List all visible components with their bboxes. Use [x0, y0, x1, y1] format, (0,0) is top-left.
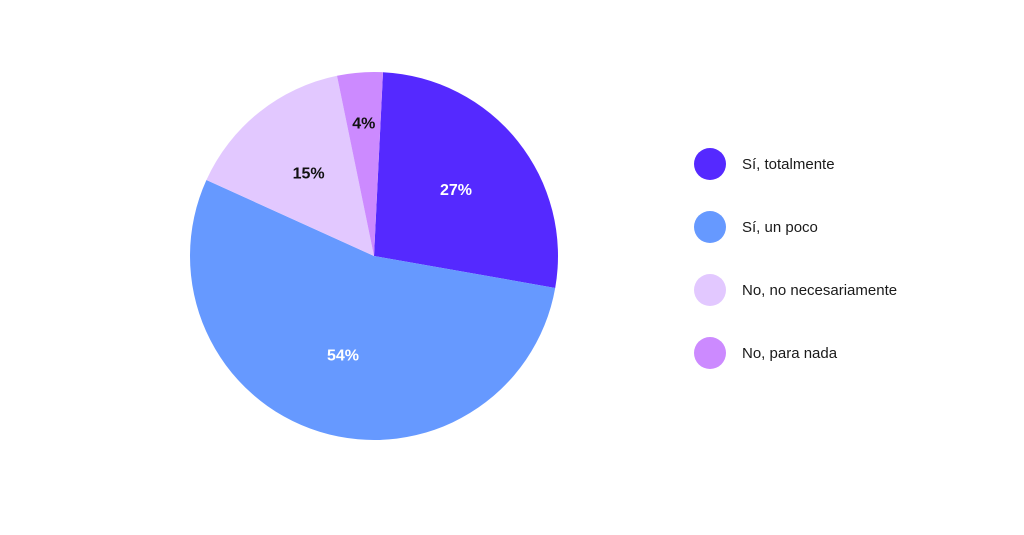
- legend-label-1: Sí, totalmente: [742, 155, 835, 173]
- legend-item-4: No, para nada: [694, 337, 994, 369]
- legend-swatch-1: [694, 148, 726, 180]
- legend-swatch-4: [694, 337, 726, 369]
- legend-item-2: Sí, un poco: [694, 211, 994, 243]
- pie-slice-labels: 27% 54% 15% 4%: [293, 115, 472, 364]
- legend-swatch-2: [694, 211, 726, 243]
- legend-item-1: Sí, totalmente: [694, 148, 994, 180]
- pie-slice-1: [374, 72, 558, 288]
- pie-slices: [189, 72, 558, 441]
- pie-slice-label-4: 4%: [352, 115, 375, 132]
- pie-slice-4: [337, 72, 383, 257]
- legend-item-3: No, no necesariamente: [694, 274, 994, 306]
- pie-slice-label-2: 54%: [327, 348, 359, 365]
- legend: Sí, totalmente Sí, un poco No, no necesari…: [694, 148, 994, 400]
- pie-slice-2: [189, 179, 556, 441]
- legend-label-2: Sí, un poco: [742, 218, 818, 236]
- pie-slice-label-1: 27%: [440, 182, 472, 199]
- legend-swatch-3: [694, 274, 726, 306]
- pie-slice-3: [206, 75, 374, 256]
- pie-slice-label-3: 15%: [293, 166, 325, 183]
- legend-label-3: No, no necesariamente: [742, 281, 898, 299]
- legend-label-4: No, para nada: [742, 344, 838, 362]
